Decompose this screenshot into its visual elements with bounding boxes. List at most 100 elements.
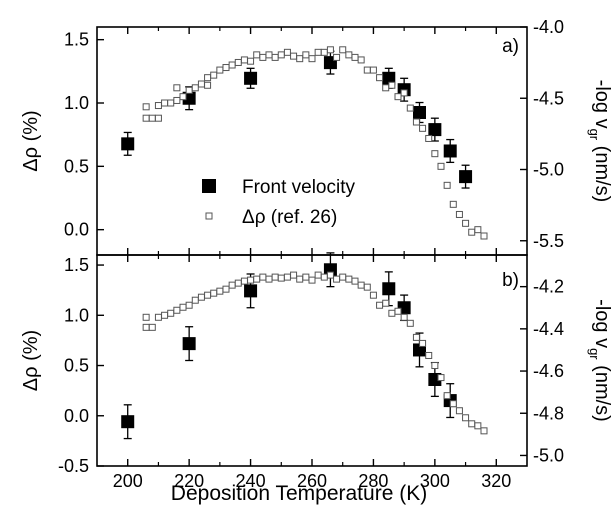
- panel-b-front-velocity-point: [382, 282, 396, 296]
- panel-b-ref26-point: [142, 313, 150, 321]
- panel-b-y-left-tick-label: 0.5: [64, 356, 89, 376]
- panel-b-ref26-point: [320, 273, 328, 281]
- panel-b-ref26-point: [326, 271, 334, 279]
- x-tick-label: 220: [174, 471, 204, 491]
- panel-b-ref26-point: [388, 309, 396, 317]
- panel-b-ref26-point: [148, 323, 156, 331]
- panel-b-ref26-point: [419, 339, 427, 347]
- panel-a-ref26-point: [197, 80, 205, 88]
- panel-b-label: b): [502, 270, 519, 291]
- panel-b-ref26-point: [480, 427, 488, 435]
- panel-a-ref26-point: [173, 96, 181, 104]
- panel-b-y-right-tick-label: -4.4: [533, 319, 564, 339]
- panel-b-ref26-point: [253, 275, 261, 283]
- panel-a-ref26-point: [394, 93, 402, 101]
- panel-a-ref26-point: [443, 181, 451, 189]
- panel-b-ref26-point: [142, 323, 150, 331]
- panel-a-ref26-point: [351, 53, 359, 61]
- panel-a-ref26-point: [240, 56, 248, 64]
- x-tick-label: 320: [481, 471, 511, 491]
- panel-a-ref26-point: [277, 51, 285, 59]
- panel-b-ref26-point: [290, 271, 298, 279]
- panel-a-ref26-point: [142, 114, 150, 122]
- panel-a-ref26-point: [302, 51, 310, 59]
- panel-b-ref26-point: [234, 279, 242, 287]
- panel-a-y-right-tick-label: -4.5: [533, 88, 564, 108]
- panel-a-ref26-point: [228, 61, 236, 69]
- panel-a-y-right-label: -log vgr (nm/s): [587, 80, 613, 203]
- panel-b-ref26-point: [197, 293, 205, 301]
- panel-b-ref26-point: [449, 400, 457, 408]
- panel-b-ref26-point: [376, 301, 384, 309]
- panel-a-ref26-point: [437, 162, 445, 170]
- panel-a-ref26-point: [314, 48, 322, 56]
- panel-b-ref26-point: [277, 274, 285, 282]
- panel-a-ref26-point: [154, 102, 162, 110]
- panel-a-ref26-point: [412, 118, 420, 126]
- panel-b-ref26-point: [351, 277, 359, 285]
- panel-b-ref26-point: [357, 281, 365, 289]
- panel-a-ref26-point: [167, 99, 175, 107]
- panel-a-front-velocity-point: [244, 71, 258, 85]
- panel-b-y-right-tick-label: -4.6: [533, 361, 564, 381]
- panel-a-ref26-point: [161, 99, 169, 107]
- panel-a-y-left-tick-label: 0.0: [64, 220, 89, 240]
- panel-b-y-left-tick-label: 1.0: [64, 305, 89, 325]
- panel-b-ref26-point: [265, 275, 273, 283]
- panel-b-front-velocity-point: [182, 337, 196, 351]
- panel-a-ref26-point: [320, 48, 328, 56]
- panel-b-y-right-tick-label: -4.8: [533, 403, 564, 423]
- panel-b-ref26-point: [345, 275, 353, 283]
- panel-a-ref26-point: [425, 134, 433, 142]
- panel-b-ref26-point: [216, 287, 224, 295]
- panel-a-ref26-point: [204, 81, 212, 89]
- panel-b-ref26-point: [394, 307, 402, 315]
- panel-a-ref26-point: [462, 219, 470, 227]
- panel-a-front-velocity-point: [413, 106, 426, 119]
- panel-a-y-right-tick-label: -5.5: [533, 231, 564, 251]
- panel-b-ref26-point: [154, 313, 162, 321]
- panel-b-ref26-point: [240, 277, 248, 285]
- panel-b-ref26-point: [412, 333, 420, 341]
- panel-b-ref26-point: [296, 275, 304, 283]
- panel-a-ref26-point: [369, 66, 377, 74]
- panel-b-ref26-point: [228, 281, 236, 289]
- panel-a-ref26-point: [455, 210, 463, 218]
- panel-a-ref26-point: [173, 84, 181, 92]
- panel-a-ref26-point: [154, 114, 162, 122]
- panel-b-ref26-point: [167, 309, 175, 317]
- legend-marker-ref26: [205, 212, 213, 220]
- panel-b-frame: [96, 254, 528, 467]
- x-axis-label: Deposition Temperature (K): [171, 482, 427, 505]
- panel-a-ref26-point: [339, 46, 347, 54]
- panel-a-y-left-label: Δρ (%): [20, 110, 42, 171]
- panel-a-front-velocity-point: [121, 137, 135, 151]
- panel-a-ref26-point: [290, 52, 298, 60]
- x-tick-label: 240: [236, 471, 266, 491]
- panel-a-ref26-point: [363, 66, 371, 74]
- x-tick-label: 300: [420, 471, 450, 491]
- x-tick-label: 280: [358, 471, 388, 491]
- panel-a-ref26-point: [480, 232, 488, 240]
- panel-a-ref26-point: [326, 46, 334, 54]
- panel-b-ref26-point: [400, 313, 408, 321]
- panel-a-ref26-point: [449, 200, 457, 208]
- panel-b-ref26-point: [204, 291, 212, 299]
- panel-a-ref26-point: [468, 228, 476, 236]
- panel-a-front-velocity-point: [382, 71, 396, 85]
- panel-a-ref26-point: [271, 53, 279, 61]
- panel-a-y-left-tick-label: 1.5: [64, 30, 89, 50]
- panel-b-ref26-point: [161, 311, 169, 319]
- panel-b-y-left-label: Δρ (%): [20, 330, 42, 391]
- panel-b-y-left-tick-label: 0.0: [64, 406, 89, 426]
- panel-b-ref26-point: [210, 289, 218, 297]
- panel-a-ref26-point: [400, 89, 408, 97]
- panel-a-ref26-point: [253, 51, 261, 59]
- panel-b-ref26-point: [462, 414, 470, 422]
- panel-a-ref26-point: [222, 64, 230, 72]
- panel-b-ref26-point: [333, 275, 341, 283]
- panel-a-ref26-point: [388, 81, 396, 89]
- panel-a-y-left-tick-label: 1.0: [64, 93, 89, 113]
- panel-a-y-right-tick-label: -5.0: [533, 160, 564, 180]
